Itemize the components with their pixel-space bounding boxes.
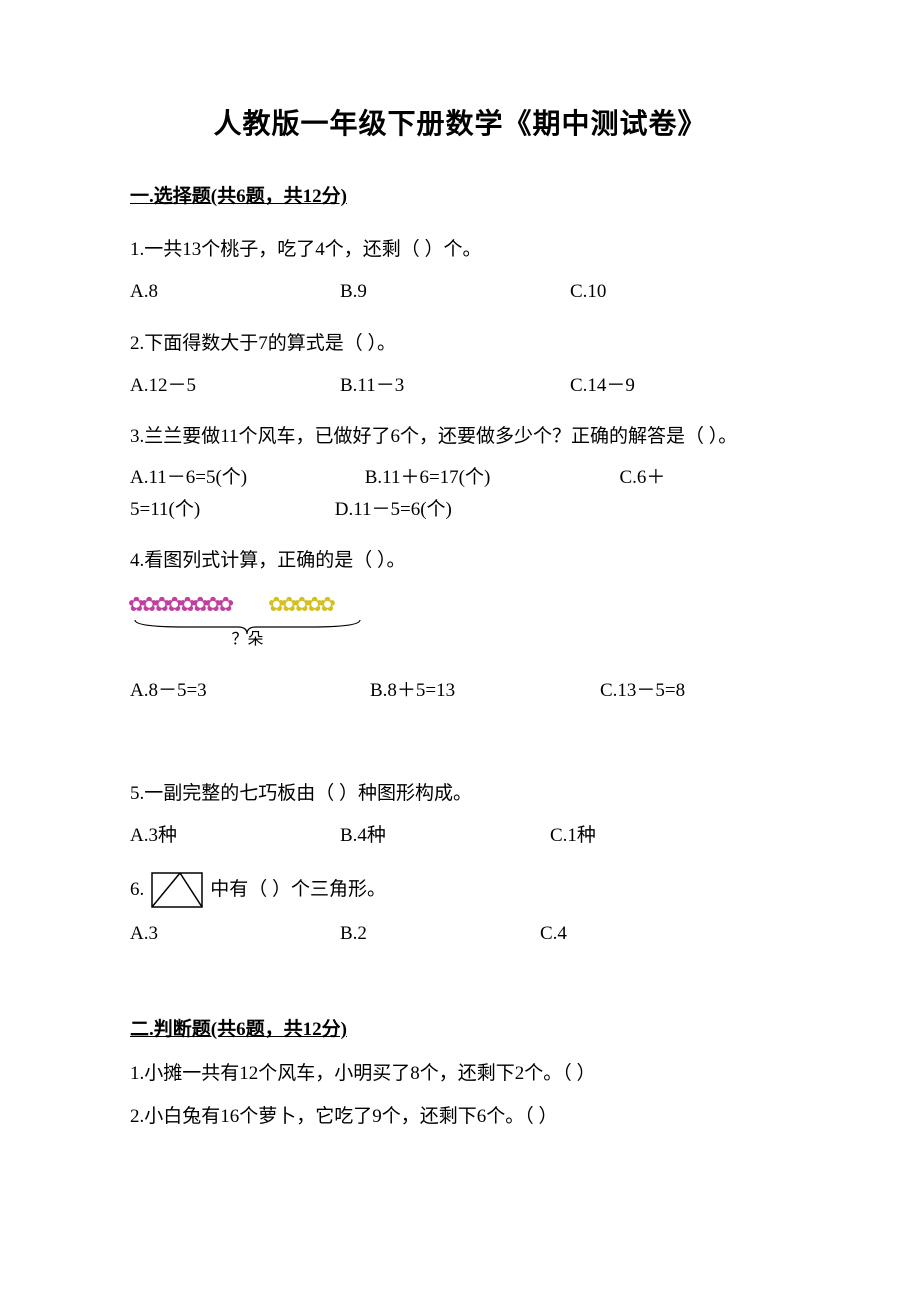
q6-option-c: C.4 [540,917,567,951]
flower-group-yellow: ✿✿✿ ✿✿ [270,596,365,614]
q5-text: 5.一副完整的七巧板由（ ）种图形构成。 [130,777,790,811]
q1-option-c: C.10 [570,275,720,309]
q2-option-c: C.14－9 [570,369,720,403]
s2-q2-text: 2.小白兔有16个萝卜，它吃了9个，还剩下6个。（ ） [130,1100,790,1134]
q4-option-c: C.13－5=8 [600,674,685,708]
section2-header: 二.判断题(共6题，共12分) [130,1013,790,1047]
q5-options: A.3种 B.4种 C.1种 [130,819,790,853]
s2-q1-text: 1.小摊一共有12个风车，小明买了8个，还剩下2个。（ ） [130,1057,790,1091]
q5-option-c: C.1种 [550,819,596,853]
q4-options: A.8－5=3 B.8＋5=13 C.13－5=8 [130,674,790,708]
q4-option-b: B.8＋5=13 [370,674,590,708]
q5-option-b: B.4种 [340,819,540,853]
triangle-shape-icon [150,871,204,909]
q3-option-b: B.11＋6=17(个) [365,462,605,494]
flower-group-pink: ✿✿✿✿✿ ✿✿✿ [130,596,255,614]
q1-option-b: B.9 [340,275,560,309]
q4-figure: ✿✿✿✿✿ ✿✿✿ ✿✿✿ ✿✿ ？朵 [130,596,370,646]
q1-option-a: A.8 [130,275,330,309]
q4-option-a: A.8－5=3 [130,674,360,708]
q2-option-b: B.11－3 [340,369,560,403]
q6-prefix: 6. [130,873,144,907]
q6-options: A.3 B.2 C.4 [130,917,790,951]
q5-option-a: A.3种 [130,819,330,853]
q1-options: A.8 B.9 C.10 [130,275,790,309]
q2-options: A.12－5 B.11－3 C.14－9 [130,369,790,403]
section1-header: 一.选择题(共6题，共12分) [130,180,790,214]
q2-option-a: A.12－5 [130,369,330,403]
q6-text: 6. 中有（ ）个三角形。 [130,871,790,909]
q4-text: 4.看图列式计算，正确的是（ ）。 [130,544,790,578]
q6-option-a: A.3 [130,917,330,951]
q3-option-line2a: 5=11(个) [130,494,320,526]
q1-text: 1.一共13个桃子，吃了4个，还剩（ ）个。 [130,233,790,267]
document-title: 人教版一年级下册数学《期中测试卷》 [130,100,790,150]
q3-options: A.11－6=5(个) B.11＋6=17(个) C.6＋ 5=11(个) D.… [130,462,790,527]
q2-text: 2.下面得数大于7的算式是（ ）。 [130,327,790,361]
q3-option-a: A.11－6=5(个) [130,462,350,494]
q6-suffix: 中有（ ）个三角形。 [210,873,386,907]
q3-option-c: C.6＋ [620,462,666,494]
q3-option-d: D.11－5=6(个) [335,494,452,526]
brace-label: ？朵 [130,626,365,655]
q3-text: 3.兰兰要做11个风车，已做好了6个，还要做多少个？正确的解答是（ ）。 [130,421,790,453]
q6-option-b: B.2 [340,917,530,951]
